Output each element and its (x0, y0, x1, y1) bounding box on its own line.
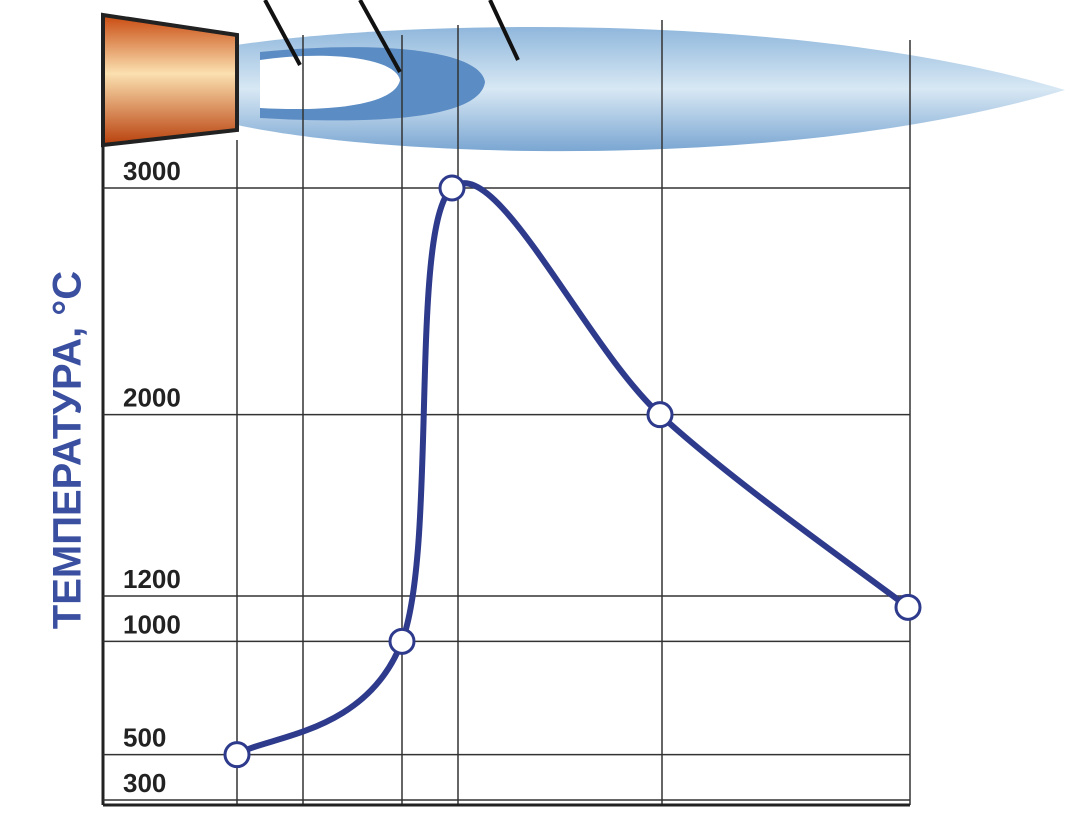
y-tick-label: 1200 (123, 564, 181, 594)
flame-illustration (101, 0, 1065, 152)
point (894, 593, 922, 621)
y-tick-label: 3000 (123, 156, 181, 186)
y-tick-label: 2000 (123, 383, 181, 413)
point (388, 627, 416, 655)
point (223, 741, 251, 769)
point (438, 174, 466, 202)
y-axis-label: ТЕМПЕРАТУРА, °С (46, 271, 90, 629)
y-tick-label: 1000 (123, 609, 181, 639)
y-tick-label: 300 (123, 768, 166, 798)
y-tick-label: 500 (123, 723, 166, 753)
point (646, 401, 674, 429)
line (235, 180, 910, 758)
